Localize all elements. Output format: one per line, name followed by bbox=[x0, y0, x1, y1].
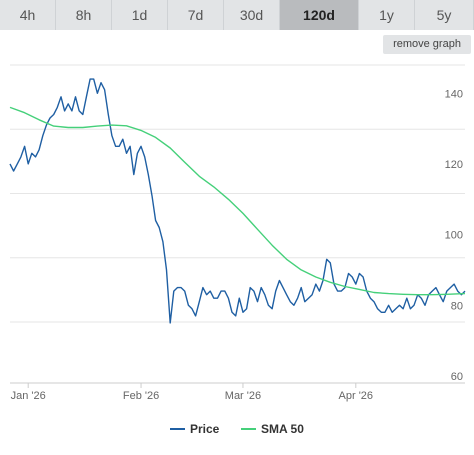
legend-label: Price bbox=[190, 422, 220, 436]
tab-4h[interactable]: 4h bbox=[0, 0, 56, 30]
x-tick-label: Jan '26 bbox=[11, 390, 46, 402]
tab-8h[interactable]: 8h bbox=[56, 0, 112, 30]
tab-7d[interactable]: 7d bbox=[168, 0, 224, 30]
x-tick-label: Apr '26 bbox=[339, 390, 374, 402]
y-tick-label: 100 bbox=[445, 230, 463, 242]
y-tick-label: 80 bbox=[451, 300, 463, 312]
series-line-price bbox=[9, 78, 466, 324]
x-tick-label: Mar '26 bbox=[225, 390, 261, 402]
y-tick-label: 140 bbox=[445, 88, 463, 100]
series-line-sma-50 bbox=[9, 106, 466, 296]
y-tick-label: 120 bbox=[445, 159, 463, 171]
range-tabs: 4h 8h 1d 7d 30d 120d 1y 5y bbox=[0, 0, 474, 30]
tab-5y[interactable]: 5y bbox=[415, 0, 474, 30]
tab-1d[interactable]: 1d bbox=[112, 0, 168, 30]
tab-1y[interactable]: 1y bbox=[359, 0, 415, 30]
x-tick-label: Feb '26 bbox=[123, 390, 159, 402]
remove-graph-button[interactable]: remove graph bbox=[383, 35, 471, 54]
tab-120d[interactable]: 120d bbox=[280, 0, 359, 30]
tab-30d[interactable]: 30d bbox=[224, 0, 280, 30]
y-tick-label: 60 bbox=[451, 371, 463, 383]
legend-label: SMA 50 bbox=[261, 422, 304, 436]
